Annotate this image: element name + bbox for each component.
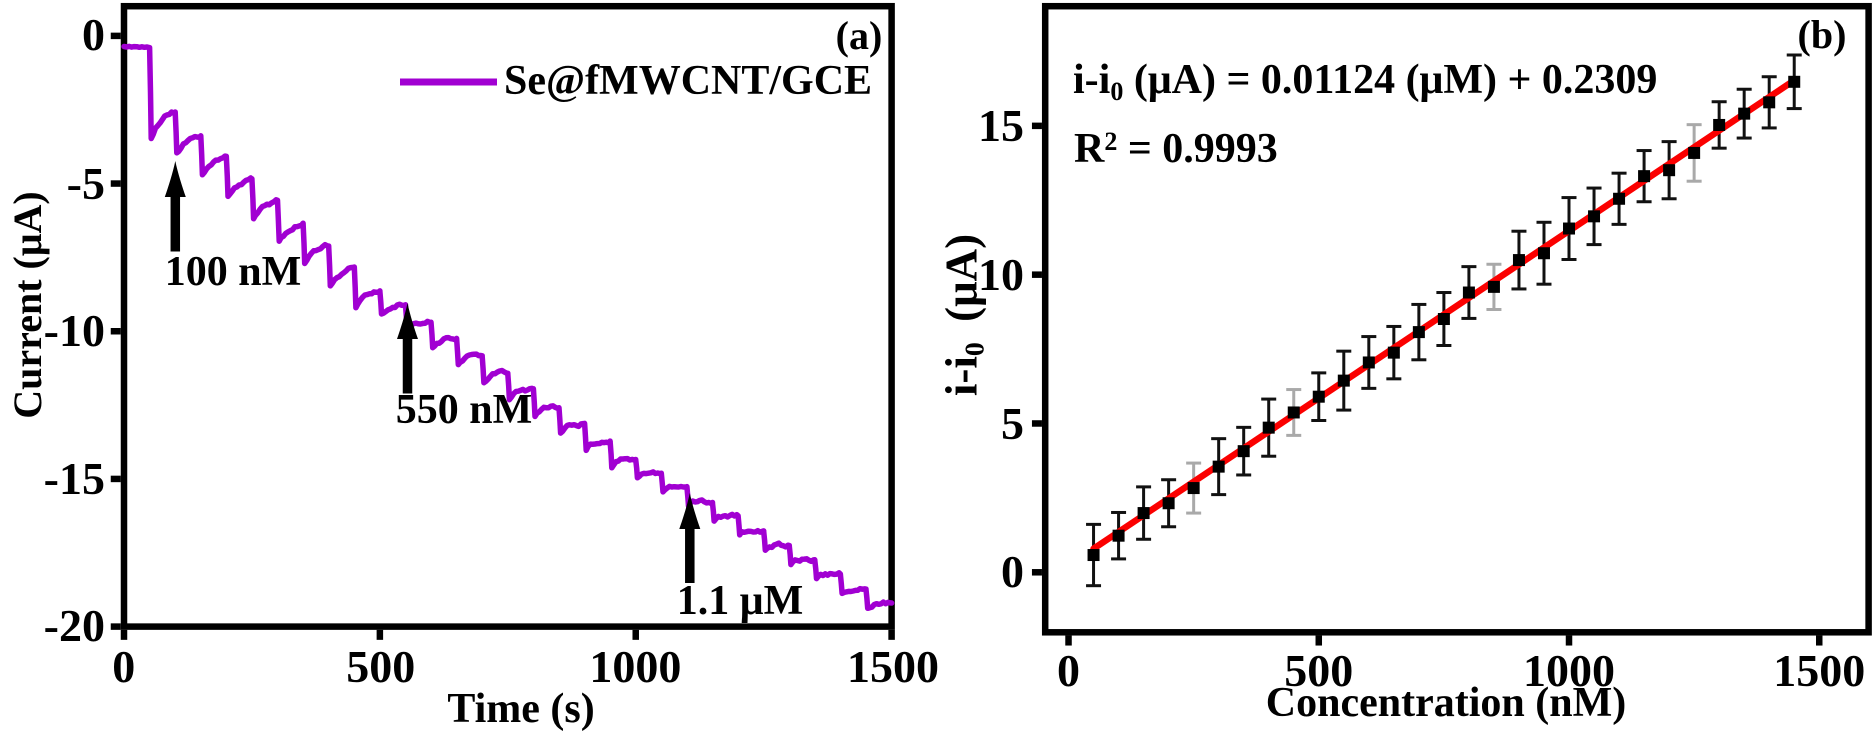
b-data-point [1738, 107, 1751, 120]
b-data-point [1638, 170, 1651, 183]
b-data-point [1162, 497, 1175, 510]
a-panel-tag: (a) [835, 13, 883, 58]
a-ytick--5: -5 [66, 158, 105, 209]
a-xtick-1000: 1000 [589, 641, 682, 692]
b-data-point [1137, 507, 1150, 520]
b-data-point [1713, 118, 1726, 131]
a-annotation-arrow-2 [679, 493, 701, 583]
b-data-point [1688, 146, 1701, 159]
a-legend-label: Se@fMWCNT/GCE [504, 58, 873, 104]
a-xtick-0: 0 [112, 641, 136, 692]
b-data-point [1462, 286, 1475, 299]
b-fit-equation: i-i0 (μA) = 0.01124 (μM) + 0.2309 [1073, 57, 1658, 106]
b-data-point [1412, 326, 1425, 339]
a-arrow-head [679, 493, 701, 529]
a-ytick--20: -20 [43, 600, 105, 651]
b-data-point [1312, 390, 1325, 403]
b-data-point [1537, 247, 1550, 260]
b-ytick-15: 15 [978, 100, 1024, 151]
a-arrow-head [397, 303, 418, 339]
a-annotation-1.1uM: 1.1 μM [676, 578, 804, 624]
b-frame-group [1031, 2, 1872, 646]
a-arrow-head [164, 161, 186, 197]
b-y-axis-title: i-i0 (μA) [936, 233, 991, 397]
b-xtick-500: 500 [1284, 645, 1354, 696]
a-xtick-1500: 1500 [847, 641, 939, 692]
b-data-point [1237, 445, 1250, 458]
a-ytick--15: -15 [43, 453, 105, 504]
b-data-point [1788, 75, 1801, 88]
b-ytick-10: 10 [978, 248, 1024, 300]
b-ytick-0: 0 [1001, 546, 1024, 597]
a-ytick--10: -10 [43, 305, 105, 356]
a-annotation-arrow-1 [397, 303, 418, 394]
b-data-point [1212, 460, 1225, 473]
b-markers-group [1087, 75, 1801, 562]
b-data-point [1387, 346, 1400, 359]
b-data-point [1187, 482, 1200, 495]
a-annotation-arrow-0 [164, 161, 186, 252]
b-xtick-1000: 1000 [1523, 645, 1615, 696]
b-xtick-1500: 1500 [1773, 645, 1866, 696]
b-data-point [1337, 374, 1350, 387]
a-current-trace [121, 43, 895, 612]
b-ytick-5: 5 [1001, 397, 1024, 449]
b-data-point [1262, 421, 1275, 434]
a-plot-border [120, 2, 895, 630]
b-x-axis-title: Concentration (nM) [1265, 680, 1627, 726]
a-y-axis-title: Current (μA) [5, 191, 50, 419]
a-ytick-0: 0 [82, 9, 105, 60]
a-annotation-100nM: 100 nM [164, 249, 302, 295]
a-xtick-500: 500 [346, 641, 416, 692]
b-data-point [1563, 222, 1576, 235]
b-data-point [1588, 210, 1601, 223]
b-data-point [1763, 96, 1776, 109]
b-r-squared: R2 = 0.9993 [1074, 126, 1278, 172]
b-data-point [1112, 529, 1125, 542]
b-data-point [1613, 192, 1626, 205]
b-panel-tag: (b) [1797, 12, 1847, 57]
a-frame-group [110, 2, 895, 640]
b-data-point [1362, 356, 1375, 369]
b-data-point [1663, 164, 1676, 177]
b-data-point [1487, 280, 1500, 293]
b-data-point [1512, 254, 1525, 267]
b-plot-border [1041, 2, 1872, 636]
a-annotation-550nM: 550 nM [395, 387, 533, 433]
b-data-point [1287, 406, 1300, 419]
b-xtick-0: 0 [1057, 645, 1080, 696]
b-data-point [1087, 549, 1100, 562]
b-data-point [1437, 313, 1450, 326]
a-x-axis-title: Time (s) [447, 686, 595, 732]
